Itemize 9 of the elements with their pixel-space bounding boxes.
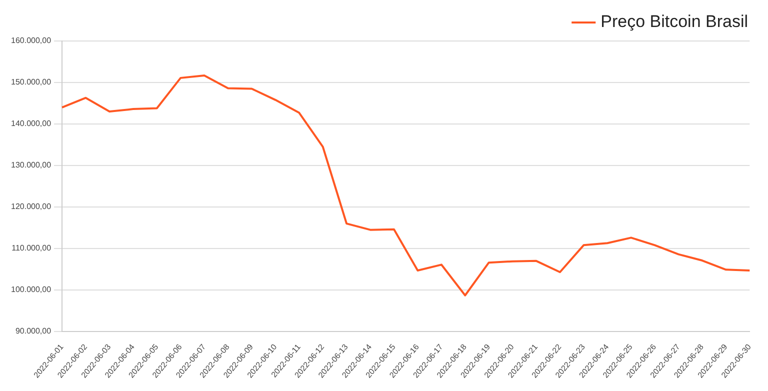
- y-tick-label: 150.000,00: [10, 78, 52, 87]
- y-tick-label: 140.000,00: [10, 119, 52, 128]
- y-tick-label: 100.000,00: [10, 285, 52, 294]
- legend-label: Preço Bitcoin Brasil: [600, 12, 748, 32]
- y-tick-label: 90.000,00: [15, 326, 52, 336]
- y-tick-label: 120.000,00: [10, 202, 52, 212]
- y-tick-label: 130.000,00: [10, 160, 52, 170]
- y-tick-label: 160.000,00: [10, 36, 52, 46]
- y-tick-label: 110.000,00: [12, 244, 52, 253]
